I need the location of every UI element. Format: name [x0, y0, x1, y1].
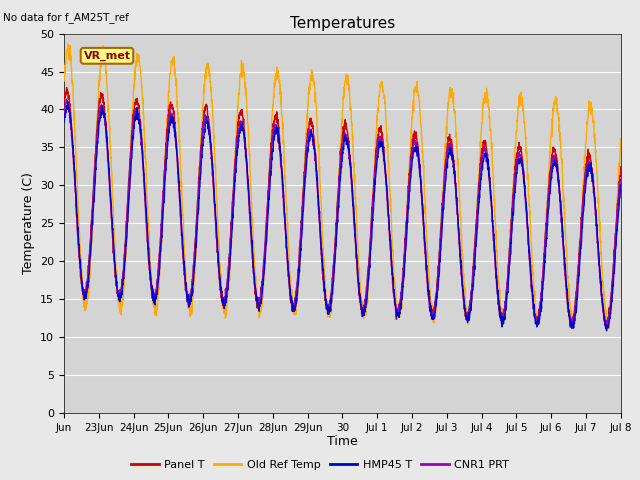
Legend: Panel T, Old Ref Temp, HMP45 T, CNR1 PRT: Panel T, Old Ref Temp, HMP45 T, CNR1 PRT	[127, 456, 513, 474]
Y-axis label: Temperature (C): Temperature (C)	[22, 172, 35, 274]
Text: No data for f_AM25T_ref: No data for f_AM25T_ref	[3, 12, 129, 23]
Text: VR_met: VR_met	[83, 51, 131, 61]
Title: Temperatures: Temperatures	[290, 16, 395, 31]
X-axis label: Time: Time	[327, 435, 358, 448]
